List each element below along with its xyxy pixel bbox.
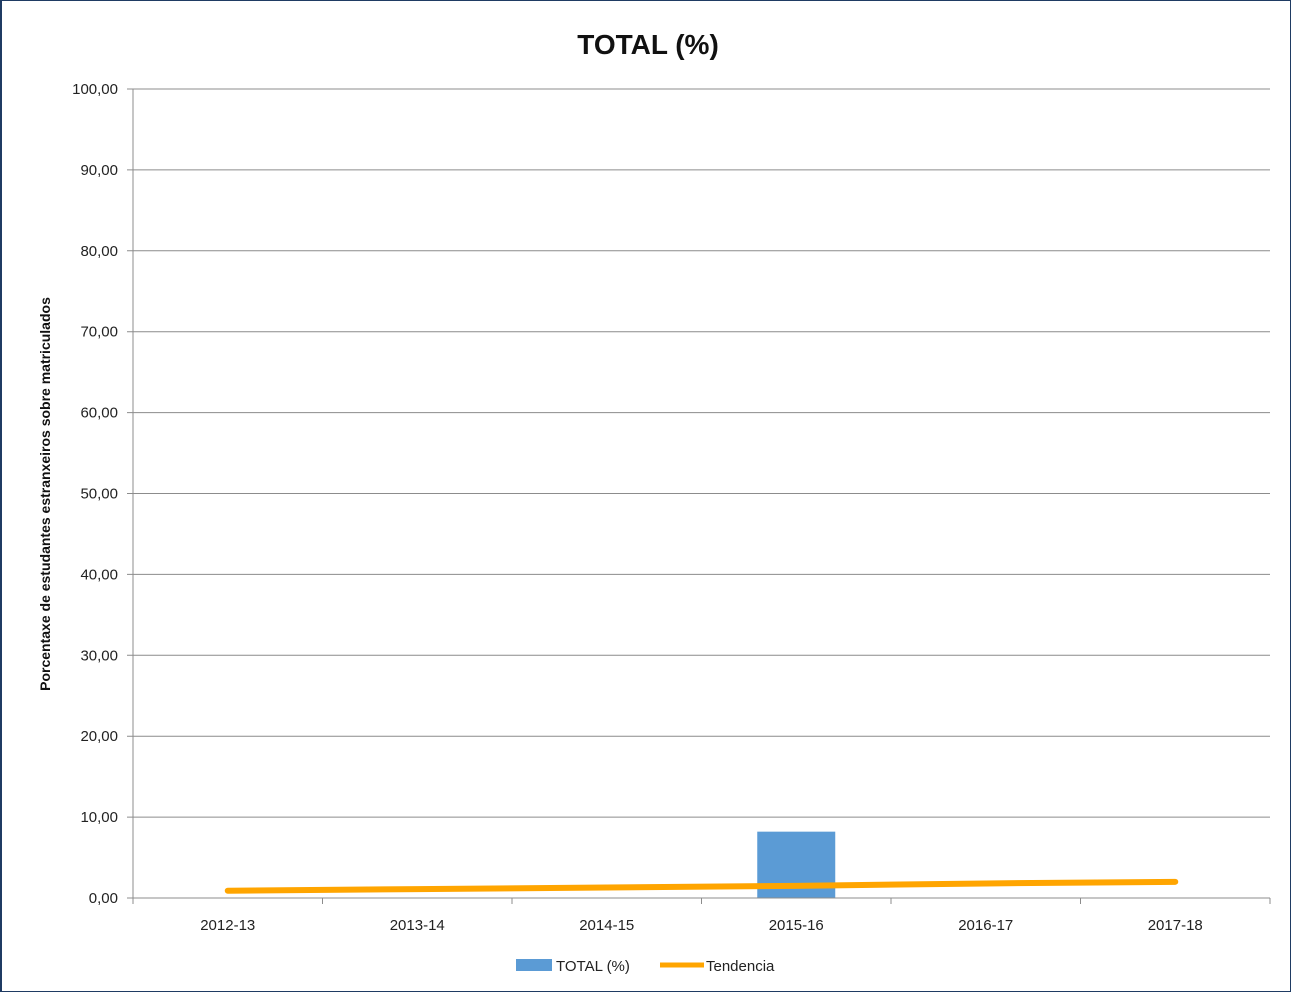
legend-label-trend: Tendencia (706, 958, 775, 975)
x-tick-label: 2012-13 (200, 917, 255, 934)
chart-title: TOTAL (%) (577, 29, 719, 60)
trend-line (224, 878, 1179, 894)
y-tick-label: 40,00 (80, 566, 118, 583)
legend: TOTAL (%) Tendencia (516, 958, 775, 975)
y-axis-label: Porcentaxe de estudantes estranxeiros so… (37, 297, 53, 691)
x-axis (132, 89, 1271, 904)
y-tick-label: 60,00 (80, 405, 118, 422)
y-tick-label: 70,00 (80, 324, 118, 341)
x-tick-label: 2016-17 (958, 917, 1013, 934)
trend-line-group (224, 878, 1179, 894)
legend-label-total: TOTAL (%) (556, 958, 630, 975)
gridlines (127, 88, 1270, 899)
y-tick-labels: 0,00 10,00 20,00 30,00 40,00 50,00 60,00 70,00 8… (72, 81, 118, 907)
y-tick-label: 10,00 (80, 809, 118, 826)
x-tick-label: 2014-15 (579, 917, 634, 934)
y-tick-label: 100,00 (72, 81, 118, 98)
y-tick-label: 0,00 (89, 890, 118, 907)
y-tick-label: 90,00 (80, 162, 118, 179)
x-tick-labels: 2012-13 2013-14 2014-15 2015-16 2016-17 2017-… (200, 917, 1203, 934)
y-tick-label: 80,00 (80, 243, 118, 260)
x-tick-label: 2017-18 (1148, 917, 1203, 934)
x-tick-label: 2013-14 (390, 917, 445, 934)
y-tick-label: 30,00 (80, 647, 118, 664)
y-tick-label: 20,00 (80, 728, 118, 745)
y-tick-label: 50,00 (80, 486, 118, 503)
legend-swatch-total (516, 959, 552, 971)
x-tick-label: 2015-16 (769, 917, 824, 934)
